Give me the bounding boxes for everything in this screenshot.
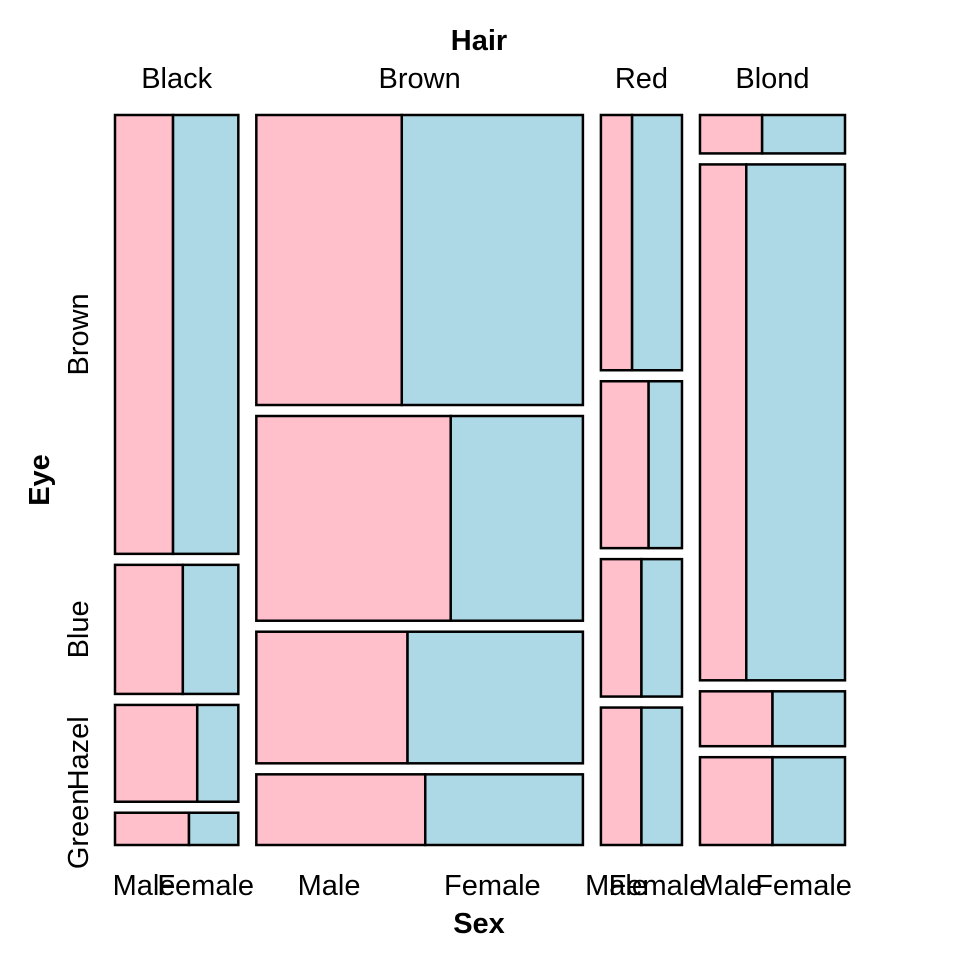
eye-label-green: Green	[63, 789, 95, 870]
hair-label-brown: Brown	[379, 63, 461, 95]
sex-label-black-female: Female	[157, 870, 254, 902]
tile-black-brown-female	[171, 113, 240, 556]
tile-red-blue-female	[647, 379, 684, 550]
sex-label-brown-male: Male	[298, 870, 361, 902]
sex-label-red-female: Female	[609, 870, 706, 902]
x-axis-title: Hair	[451, 25, 507, 57]
tile-brown-green-female	[424, 773, 585, 847]
tile-red-brown-female	[630, 113, 684, 372]
tile-black-blue-female	[181, 563, 240, 696]
mosaic-tiles	[113, 113, 847, 847]
tile-blond-hazel-female	[771, 690, 847, 748]
tile-brown-hazel-male	[255, 630, 409, 765]
tile-brown-brown-female	[400, 113, 585, 407]
eye-label-brown: Brown	[63, 293, 95, 375]
tile-black-hazel-male	[113, 703, 199, 803]
tile-red-hazel-male	[599, 557, 643, 698]
tile-brown-blue-male	[255, 414, 452, 622]
tile-black-green-female	[187, 811, 240, 847]
tile-brown-brown-male	[255, 113, 404, 407]
sex-axis-title: Sex	[453, 908, 505, 940]
tile-blond-hazel-male	[698, 690, 774, 748]
tile-red-brown-male	[599, 113, 634, 372]
sex-label-black-male: Male	[113, 870, 176, 902]
sex-label-brown-female: Female	[444, 870, 541, 902]
tile-red-green-female	[640, 706, 684, 847]
sex-label-blond-female: Female	[755, 870, 852, 902]
hair-label-blond: Blond	[735, 63, 809, 95]
tile-red-green-male	[599, 706, 643, 847]
tile-brown-hazel-female	[406, 630, 585, 765]
tile-black-brown-male	[113, 113, 175, 556]
y-axis-title: Eye	[24, 454, 56, 506]
tile-brown-green-male	[255, 773, 427, 847]
tile-blond-blue-female	[745, 163, 847, 682]
tile-red-blue-male	[599, 379, 650, 550]
tile-blond-brown-female	[760, 113, 847, 155]
eye-label-blue: Blue	[63, 600, 95, 658]
tile-black-green-male	[113, 811, 191, 847]
tile-blond-green-male	[698, 755, 774, 847]
tile-blond-blue-male	[698, 163, 748, 682]
tile-brown-blue-female	[449, 414, 585, 622]
tile-blond-brown-male	[698, 113, 764, 155]
hair-label-red: Red	[615, 63, 668, 95]
sex-label-red-male: Male	[585, 870, 648, 902]
tile-black-blue-male	[113, 563, 185, 696]
tile-blond-green-female	[771, 755, 847, 847]
sex-label-blond-male: Male	[700, 870, 763, 902]
eye-label-hazel: Hazel	[63, 716, 95, 790]
tile-red-hazel-female	[640, 557, 684, 698]
tile-black-hazel-female	[195, 703, 240, 803]
hair-label-black: Black	[141, 63, 212, 95]
